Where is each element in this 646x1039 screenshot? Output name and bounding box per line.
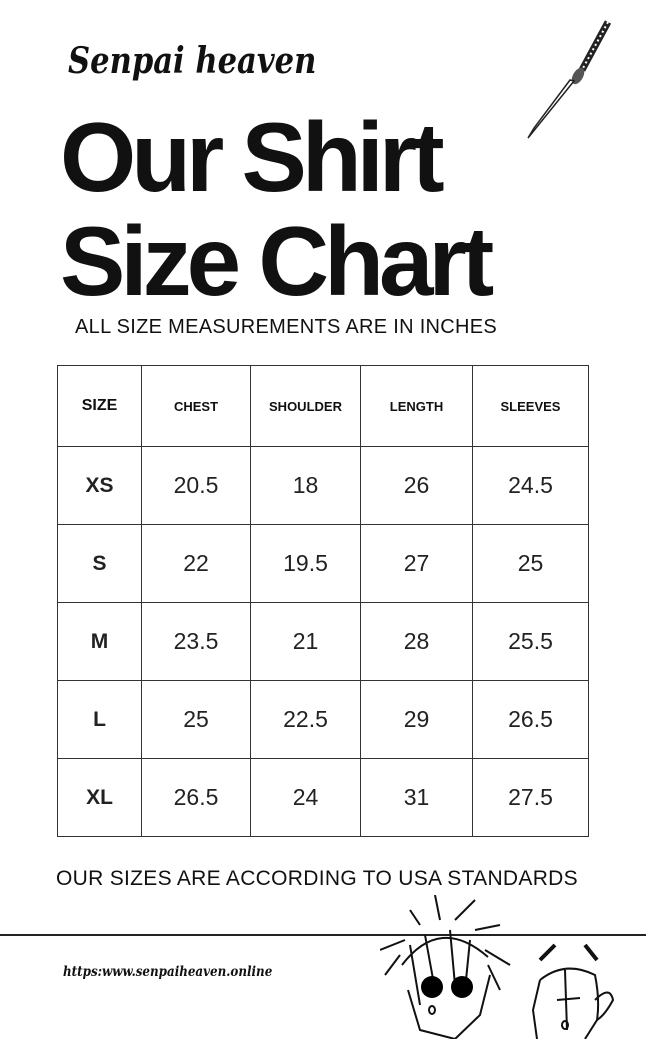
subtitle: ALL SIZE MEASUREMENTS ARE IN INCHES: [75, 316, 498, 338]
table-row: XL 26.5 24 31 27.5: [57, 758, 589, 837]
website-link[interactable]: https:www.senpaiheaven.online: [63, 964, 273, 980]
column-header-length: LENGTH: [360, 365, 473, 447]
size-cell: L: [57, 680, 142, 759]
title-line-2: Size Chart: [60, 206, 494, 316]
length-cell: 29: [360, 680, 473, 759]
column-header-size: SIZE: [57, 365, 142, 447]
chest-cell: 23.5: [141, 602, 251, 681]
anime-character-face-icon: [531, 943, 615, 1039]
table-row: S 22 19.5 27 25: [57, 524, 589, 603]
sleeves-cell: 24.5: [472, 446, 589, 525]
title-line-1: Our Shirt: [60, 102, 445, 212]
katana-sword-icon: [527, 20, 612, 139]
column-header-shoulder: SHOULDER: [250, 365, 361, 447]
shoulder-cell: 21: [250, 602, 361, 681]
shoulder-cell: 22.5: [250, 680, 361, 759]
length-cell: 27: [360, 524, 473, 603]
divider-line: [0, 934, 646, 936]
column-header-chest: CHEST: [141, 365, 251, 447]
brand-logo-text: Senpai heaven: [68, 40, 317, 82]
table-row: M 23.5 21 28 25.5: [57, 602, 589, 681]
size-cell: M: [57, 602, 142, 681]
anime-character-sunglasses-icon: [380, 895, 511, 1039]
chest-cell: 20.5: [141, 446, 251, 525]
sleeves-cell: 25: [472, 524, 589, 603]
sleeves-cell: 27.5: [472, 758, 589, 837]
length-cell: 28: [360, 602, 473, 681]
size-cell: XS: [57, 446, 142, 525]
size-cell: S: [57, 524, 142, 603]
chest-cell: 22: [141, 524, 251, 603]
column-header-sleeves: SLEEVES: [472, 365, 589, 447]
shoulder-cell: 24: [250, 758, 361, 837]
shoulder-cell: 18: [250, 446, 361, 525]
length-cell: 26: [360, 446, 473, 525]
chest-cell: 26.5: [141, 758, 251, 837]
table-row: XS 20.5 18 26 24.5: [57, 446, 589, 525]
sleeves-cell: 26.5: [472, 680, 589, 759]
table-row: L 25 22.5 29 26.5: [57, 680, 589, 759]
table-header-row: SIZE CHEST SHOULDER LENGTH SLEEVES: [57, 365, 589, 447]
sleeves-cell: 25.5: [472, 602, 589, 681]
shoulder-cell: 19.5: [250, 524, 361, 603]
size-chart-table: SIZE CHEST SHOULDER LENGTH SLEEVES XS 20…: [57, 365, 589, 837]
chest-cell: 25: [141, 680, 251, 759]
length-cell: 31: [360, 758, 473, 837]
size-cell: XL: [57, 758, 142, 837]
footer-note: OUR SIZES ARE ACCORDING TO USA STANDARDS: [56, 867, 578, 890]
